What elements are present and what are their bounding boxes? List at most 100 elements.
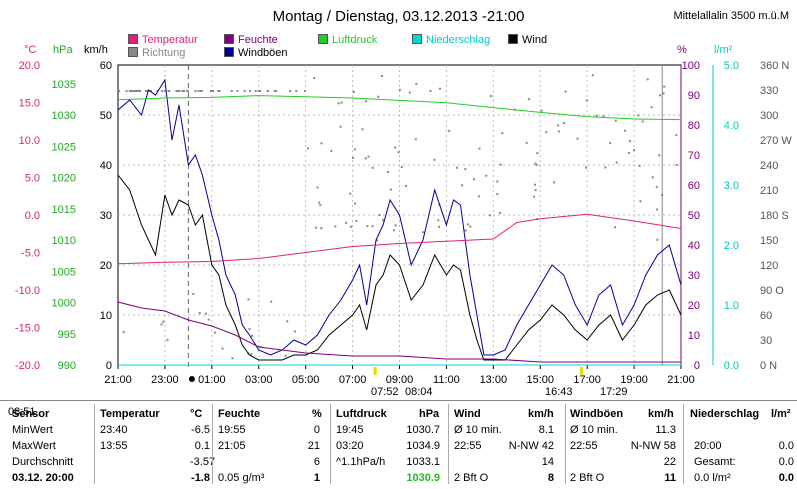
rain-tick: 2.0 [724,240,739,252]
direction-point [656,208,659,211]
direction-point [168,90,171,92]
direction-point [248,90,251,92]
direction-point [408,91,411,94]
stat-cell: 6 [313,456,320,468]
direction-point [236,90,239,92]
direction-point [334,225,337,228]
direction-point [345,221,348,224]
direction-point [250,334,253,337]
press-tick: 990 [58,360,76,372]
direction-point [354,202,357,205]
direction-point [350,225,353,228]
col-header: hPa [419,408,440,420]
direction-point [637,114,640,117]
direction-point [192,292,195,295]
rain-unit: l/m² [714,44,733,56]
rain-tick: 1.0 [724,300,739,312]
direction-point [389,188,392,191]
direction-point [663,85,666,88]
direction-point [197,90,200,92]
direction-point [675,163,678,166]
direction-point [319,204,322,207]
direction-point [364,157,367,160]
stat-cell: 03:20 [336,440,364,452]
direction-point [295,90,298,92]
direction-point [400,165,403,168]
direction-point [472,178,475,181]
divider [448,404,449,484]
direction-point [661,193,664,196]
col-header: °C [190,408,203,420]
sunset-time: 16:43 [545,386,573,398]
stat-cell: 8.1 [538,424,554,436]
direction-point [284,354,287,357]
direction-point [289,90,292,92]
col-header: km/h [648,408,674,420]
time-tick: 11:00 [433,374,460,386]
hum-tick: 100 [682,60,700,72]
legend-windboeen[interactable]: Windböen [224,47,288,59]
direction-point [315,226,318,229]
direction-point [361,128,364,131]
press-tick: 1020 [52,173,76,185]
direction-point [230,90,233,92]
direction-point [422,231,425,234]
direction-point [604,166,607,169]
stat-cell: 2 Bft O [454,472,489,484]
direction-point [437,219,440,222]
direction-point [273,90,276,92]
dir-tick: 30 [760,335,772,347]
direction-point [438,87,441,90]
dir-tick: 300 [760,110,778,122]
direction-point [545,131,548,134]
hum-tick: 20 [688,300,700,312]
stats-table: 08:51 07:52 08:04 16:43 17:29 Sensor Tem… [0,386,797,489]
night-time: 17:29 [600,386,628,398]
dir-tick: 120 [760,260,778,272]
direction-point [557,124,560,127]
dir-tick: 210 [760,185,778,197]
dir-tick: 330 [760,85,778,97]
direction-point [313,77,316,80]
stat-cell: MinWert [12,424,53,436]
divider [330,404,331,484]
wind-tick: 0 [106,360,112,372]
direction-point [540,109,543,112]
legend-temperatur[interactable]: Temperatur [128,34,198,46]
col-header: Wind [454,408,481,420]
direction-point [146,90,149,92]
sunrise-time: 07:52 [371,386,399,398]
stat-cell: MaxWert [12,440,56,452]
stat-cell: -6.5 [191,424,210,436]
direction-point [275,90,278,92]
direction-point [371,166,374,169]
press-tick: 1015 [52,204,76,216]
legend-swatch [508,34,518,44]
stat-cell: 20:00 [694,440,722,452]
col-header: Sensor [12,408,50,420]
col-header: Feuchte [218,408,261,420]
legend-niederschlag[interactable]: Niederschlag [412,34,490,46]
temp-tick: 15.0 [19,98,40,110]
direction-point [320,227,323,230]
direction-point [562,122,565,125]
sunrise-icon [373,367,377,375]
wind-tick: 50 [100,110,112,122]
time-tick: 01:00 [198,374,226,386]
legend-richtung[interactable]: Richtung [128,47,185,59]
press-tick: 995 [58,329,76,341]
direction-point [534,162,537,165]
stat-cell: 1030.9 [406,472,440,484]
legend-feuchte[interactable]: Feuchte [224,34,278,46]
direction-point [655,185,658,188]
legend-swatch [128,34,138,44]
legend-label: Luftdruck [332,34,378,46]
direction-point [318,201,321,204]
time-tick: 23:00 [151,374,179,386]
stat-cell: Gesamt: [694,456,736,468]
series-windben [117,78,682,356]
direction-point [464,229,467,232]
legend-luftdruck[interactable]: Luftdruck [318,34,377,46]
direction-point [535,163,538,166]
legend-wind[interactable]: Wind [508,34,547,46]
